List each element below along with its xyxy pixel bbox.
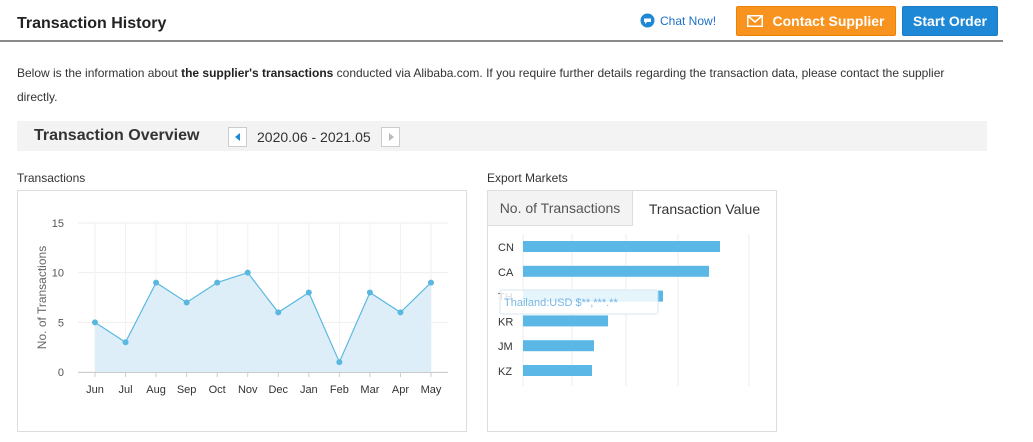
data-point — [336, 359, 343, 366]
data-point — [428, 279, 434, 286]
overview-title: Transaction Overview — [34, 127, 200, 144]
bar-category-label: KR — [498, 316, 513, 328]
y-axis-title: No. of Transactions — [35, 246, 49, 349]
data-point — [244, 269, 251, 276]
overview-bar: Transaction Overview 2020.06 - 2021.05 — [17, 121, 987, 151]
chat-bubble-icon — [640, 13, 655, 28]
y-tick-label: 0 — [58, 367, 64, 379]
x-tick-label: Sep — [177, 384, 197, 396]
x-tick-label: Dec — [268, 384, 288, 396]
x-tick-label: Jun — [86, 384, 104, 396]
y-tick-label: 10 — [52, 268, 64, 280]
x-tick-label: Mar — [360, 384, 379, 396]
data-point — [153, 279, 160, 286]
data-point — [214, 279, 221, 286]
data-point — [305, 289, 312, 296]
tooltip-box — [499, 289, 659, 315]
start-order-button[interactable]: Start Order — [902, 6, 998, 36]
intro-bold: the supplier's transactions — [181, 66, 334, 80]
export-markets-label: Export Markets — [487, 171, 568, 185]
page-title: Transaction History — [17, 15, 167, 32]
x-tick-label: Jul — [119, 384, 133, 396]
bar — [523, 241, 720, 252]
period-range: 2020.06 - 2021.05 — [257, 129, 371, 145]
chat-now-label: Chat Now! — [660, 13, 717, 28]
prev-period-button[interactable] — [228, 127, 247, 147]
bar-tooltip: Thailand:USD $**,***.** — [499, 289, 659, 315]
envelope-icon — [747, 15, 764, 27]
y-tick-label: 15 — [52, 218, 64, 230]
contact-supplier-button[interactable]: Contact Supplier — [736, 6, 896, 36]
bar — [523, 340, 594, 352]
tab-transaction-value[interactable]: Transaction Value — [633, 191, 776, 226]
export-markets-chart: CNCATHKRJMKZThailand:USD $**,***.** — [498, 234, 750, 386]
transactions-chart-panel: 0 5 10 15 Jun Jul Aug Sep Oct Nov Dec Jan Feb Mar Apr M… — [17, 190, 467, 432]
caret-right-icon — [388, 133, 394, 141]
data-point — [92, 319, 98, 326]
area-fill — [95, 272, 431, 372]
bar-category-label: KZ — [498, 366, 512, 378]
data-point — [183, 299, 190, 306]
data-point — [275, 309, 282, 316]
transactions-label: Transactions — [17, 171, 86, 185]
contact-supplier-label: Contact Supplier — [772, 13, 885, 29]
y-tick-label: 5 — [58, 317, 64, 329]
series-line — [94, 271, 432, 364]
tab-no-of-transactions[interactable]: No. of Transactions — [488, 191, 633, 226]
caret-left-icon — [234, 133, 240, 141]
x-tick-label: Nov — [238, 384, 258, 396]
transactions-chart: 0 5 10 15 Jun Jul Aug Sep Oct Nov Dec Jan Feb Mar Apr M… — [35, 218, 448, 396]
x-tick-label: Oct — [209, 384, 226, 396]
intro-prefix: Below is the information about — [17, 66, 182, 80]
x-tick-label: May — [421, 384, 442, 396]
bar — [523, 365, 592, 376]
data-point — [122, 339, 129, 346]
title-divider — [0, 40, 1003, 42]
bar — [523, 315, 608, 327]
x-tick-label: Feb — [330, 384, 349, 396]
data-point — [397, 309, 404, 316]
intro-text: Below is the information about the suppl… — [17, 61, 977, 109]
tooltip-text: Thailand:USD $**,***.** — [504, 297, 618, 309]
bar — [523, 265, 709, 277]
bar-category-label: CA — [498, 267, 514, 279]
x-tick-label: Apr — [392, 384, 409, 396]
x-tick-label: Aug — [146, 384, 166, 396]
x-tick-label: Jan — [300, 384, 318, 396]
chat-now-link[interactable]: Chat Now! — [640, 13, 716, 28]
intro-suffix: conducted via Alibaba.com. If you requir… — [17, 66, 945, 104]
data-point — [366, 289, 373, 296]
next-period-button[interactable] — [381, 127, 400, 147]
bar-category-label: CN — [498, 242, 514, 254]
bar-category-label: JM — [498, 341, 513, 353]
export-markets-panel: No. of Transactions Transaction Value CN… — [487, 190, 777, 432]
